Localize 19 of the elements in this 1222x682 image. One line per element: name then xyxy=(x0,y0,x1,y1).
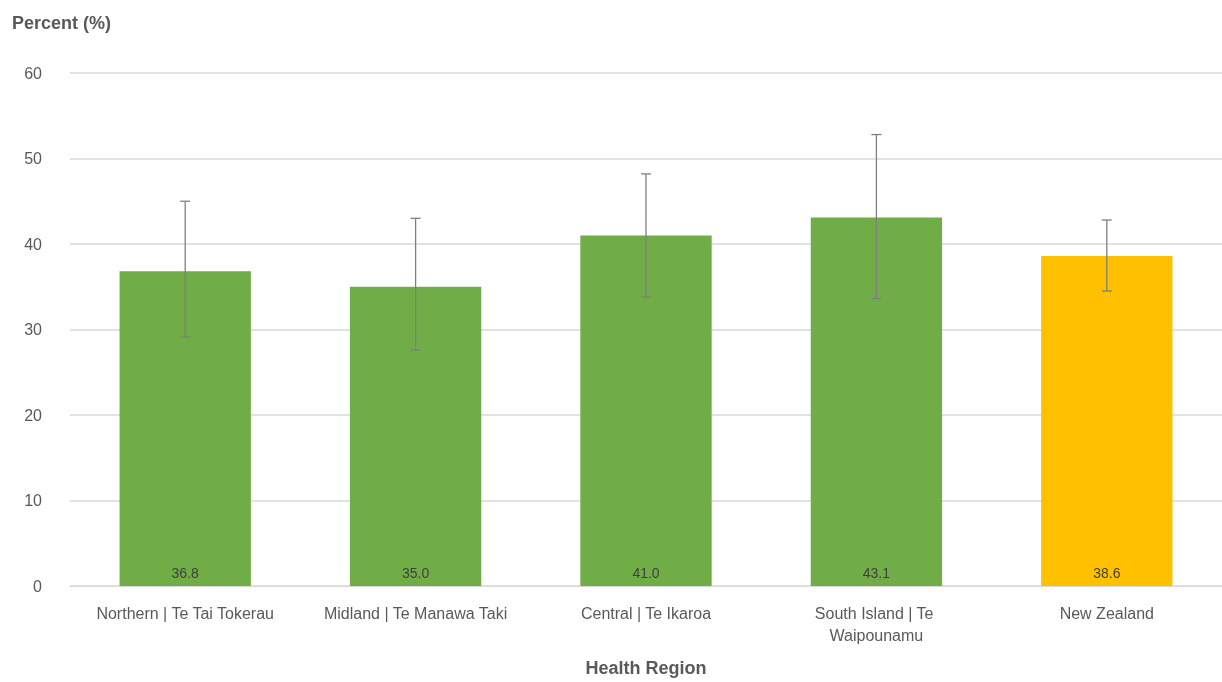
y-tick-label: 40 xyxy=(24,235,43,253)
y-tick-label: 0 xyxy=(33,577,43,595)
data-label: 36.8 xyxy=(171,565,200,581)
x-tick-label: Central | Te Ikaroa xyxy=(580,604,712,622)
y-tick-label: 30 xyxy=(24,321,43,338)
y-tick-label: 20 xyxy=(24,406,43,424)
x-tick-label: Northern | Te Tai Tokerau xyxy=(96,604,274,622)
y-tick-label: 50 xyxy=(24,150,43,167)
data-label: 35.0 xyxy=(401,565,430,581)
y-tick-label: 60 xyxy=(24,64,43,82)
y-tick-label: 10 xyxy=(24,492,43,509)
data-label: 41.0 xyxy=(632,565,660,581)
x-tick-label: South Island | Te Waipounamu xyxy=(814,604,938,644)
x-axis-title: Health Region xyxy=(585,658,707,678)
x-tick-label: Midland | Te Manawa Taki xyxy=(323,604,508,622)
data-label: 38.6 xyxy=(1093,565,1121,581)
x-tick-label: New Zealand xyxy=(1059,604,1154,622)
data-label: 43.1 xyxy=(862,565,891,581)
y-axis-title: Percent (%) xyxy=(12,13,112,33)
